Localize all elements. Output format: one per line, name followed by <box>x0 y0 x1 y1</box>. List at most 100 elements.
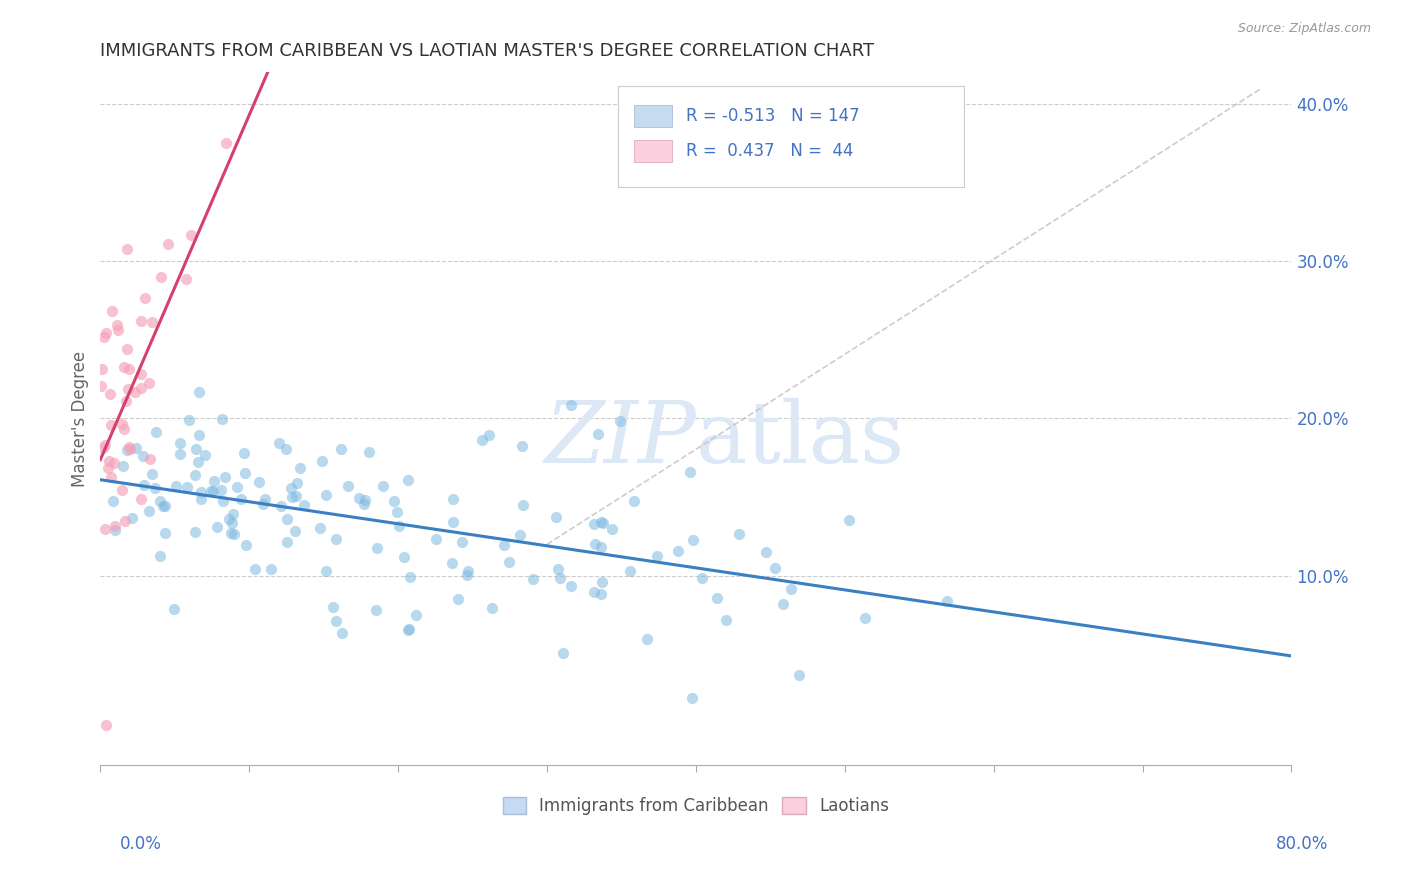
Point <box>780 582 803 596</box>
Point <box>382 494 405 508</box>
Text: R = -0.513   N = 147: R = -0.513 N = 147 <box>686 107 860 125</box>
Point <box>247 475 270 489</box>
Point <box>112 422 135 436</box>
Point <box>690 571 713 585</box>
Point <box>512 498 534 512</box>
Point <box>209 483 232 497</box>
Point <box>447 591 470 606</box>
Point <box>98 453 121 467</box>
Point <box>177 412 200 426</box>
Point <box>325 615 347 629</box>
Point <box>174 272 197 286</box>
Point <box>134 291 156 305</box>
Point <box>481 601 503 615</box>
Point <box>148 494 170 508</box>
Point <box>184 468 207 483</box>
Point <box>682 533 704 547</box>
Point <box>169 436 191 450</box>
Point <box>183 525 205 540</box>
Point <box>111 483 134 498</box>
Point <box>373 479 395 493</box>
Point <box>425 532 447 546</box>
Point <box>157 237 180 252</box>
Point <box>353 497 375 511</box>
Point <box>201 483 224 498</box>
Point <box>104 519 127 533</box>
Text: Source: ZipAtlas.com: Source: ZipAtlas.com <box>1237 22 1371 36</box>
Point <box>714 613 737 627</box>
Point <box>602 522 624 536</box>
Point <box>132 478 155 492</box>
Point <box>280 481 302 495</box>
Point <box>645 549 668 563</box>
Point <box>354 493 377 508</box>
Point <box>441 516 464 530</box>
Point <box>145 425 167 439</box>
Point <box>235 538 257 552</box>
Point <box>398 622 420 636</box>
Point <box>165 479 187 493</box>
Point <box>706 591 728 606</box>
Point <box>200 483 222 498</box>
Point <box>583 537 606 551</box>
Point <box>125 442 148 456</box>
Point <box>225 480 247 494</box>
Point <box>176 480 198 494</box>
Point <box>90 361 112 376</box>
Point <box>118 440 141 454</box>
Point <box>583 516 606 531</box>
Point <box>205 519 228 533</box>
Point <box>94 438 117 452</box>
Point <box>104 523 127 537</box>
Point <box>494 538 516 552</box>
Point <box>269 435 291 450</box>
Point <box>91 441 114 455</box>
Point <box>349 491 371 505</box>
Point <box>498 555 520 569</box>
Point <box>285 475 308 490</box>
Point <box>129 367 152 381</box>
Point <box>609 414 631 428</box>
Point <box>560 398 582 412</box>
Point <box>284 489 307 503</box>
Point <box>337 478 360 492</box>
Point <box>322 599 344 614</box>
Point <box>591 515 613 529</box>
Y-axis label: Master's Degree: Master's Degree <box>72 351 89 486</box>
Point <box>111 417 134 432</box>
Point <box>311 454 333 468</box>
Point <box>387 518 409 533</box>
Point <box>231 492 253 507</box>
FancyBboxPatch shape <box>619 87 965 186</box>
Point <box>853 611 876 625</box>
Point <box>150 270 173 285</box>
Point <box>441 492 464 507</box>
FancyBboxPatch shape <box>634 139 672 161</box>
Point <box>591 574 613 589</box>
Point <box>101 494 124 508</box>
Point <box>218 512 240 526</box>
Point <box>129 314 152 328</box>
Point <box>288 460 311 475</box>
Point <box>121 511 143 525</box>
Point <box>188 427 211 442</box>
Point <box>138 504 160 518</box>
Point <box>152 499 174 513</box>
Point <box>112 360 135 375</box>
Point <box>478 427 501 442</box>
Point <box>115 394 138 409</box>
Point <box>105 318 128 332</box>
Point <box>681 691 703 706</box>
Point <box>221 508 243 522</box>
Point <box>457 564 479 578</box>
Point <box>755 545 778 559</box>
Point <box>325 532 347 546</box>
Point <box>94 326 117 341</box>
Point <box>107 323 129 337</box>
Point <box>586 426 609 441</box>
Point <box>114 514 136 528</box>
Point <box>214 470 236 484</box>
Point <box>101 304 124 318</box>
Point <box>591 540 613 554</box>
Point <box>772 598 794 612</box>
